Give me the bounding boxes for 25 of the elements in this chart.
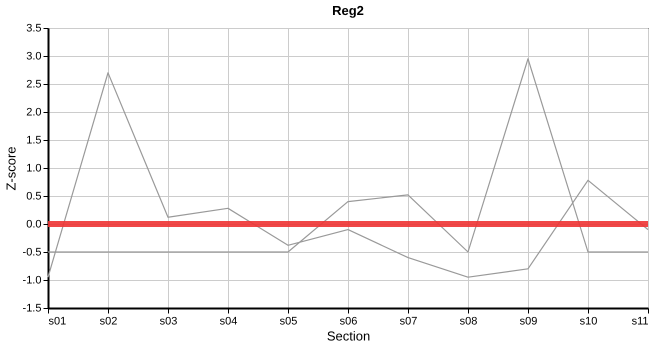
y-tick-label: 3.0 xyxy=(26,50,42,62)
y-tick-label: -1.0 xyxy=(22,274,42,286)
x-axis-title: Section xyxy=(326,328,370,344)
y-tick-label: 2.0 xyxy=(26,106,42,118)
y-tick-label: 3.5 xyxy=(26,22,42,34)
x-tick-label: s02 xyxy=(100,316,118,328)
chart-title: Reg2 xyxy=(332,3,364,18)
x-tick-label: s07 xyxy=(400,316,418,328)
y-tick-label: 1.5 xyxy=(26,134,42,146)
y-tick-label: 1.0 xyxy=(26,162,42,174)
y-tick-label: 2.5 xyxy=(26,78,42,90)
y-axis-title: Z-score xyxy=(4,146,19,191)
x-tick-label: s09 xyxy=(520,316,538,328)
x-tick-label: s06 xyxy=(340,316,358,328)
y-tick-label: 0.5 xyxy=(26,190,42,202)
x-tick-label: s04 xyxy=(220,316,238,328)
x-tick-label: s03 xyxy=(160,316,178,328)
y-tick-label: -1.5 xyxy=(22,302,42,314)
x-tick-label: s08 xyxy=(460,316,478,328)
x-tick-label: s10 xyxy=(580,316,598,328)
y-tick-label: -0.5 xyxy=(22,246,42,258)
x-tick-label: s05 xyxy=(280,316,298,328)
y-tick-label: 0.0 xyxy=(26,218,42,230)
x-tick-label: s11 xyxy=(632,316,648,328)
x-tick-label: s01 xyxy=(48,316,66,328)
